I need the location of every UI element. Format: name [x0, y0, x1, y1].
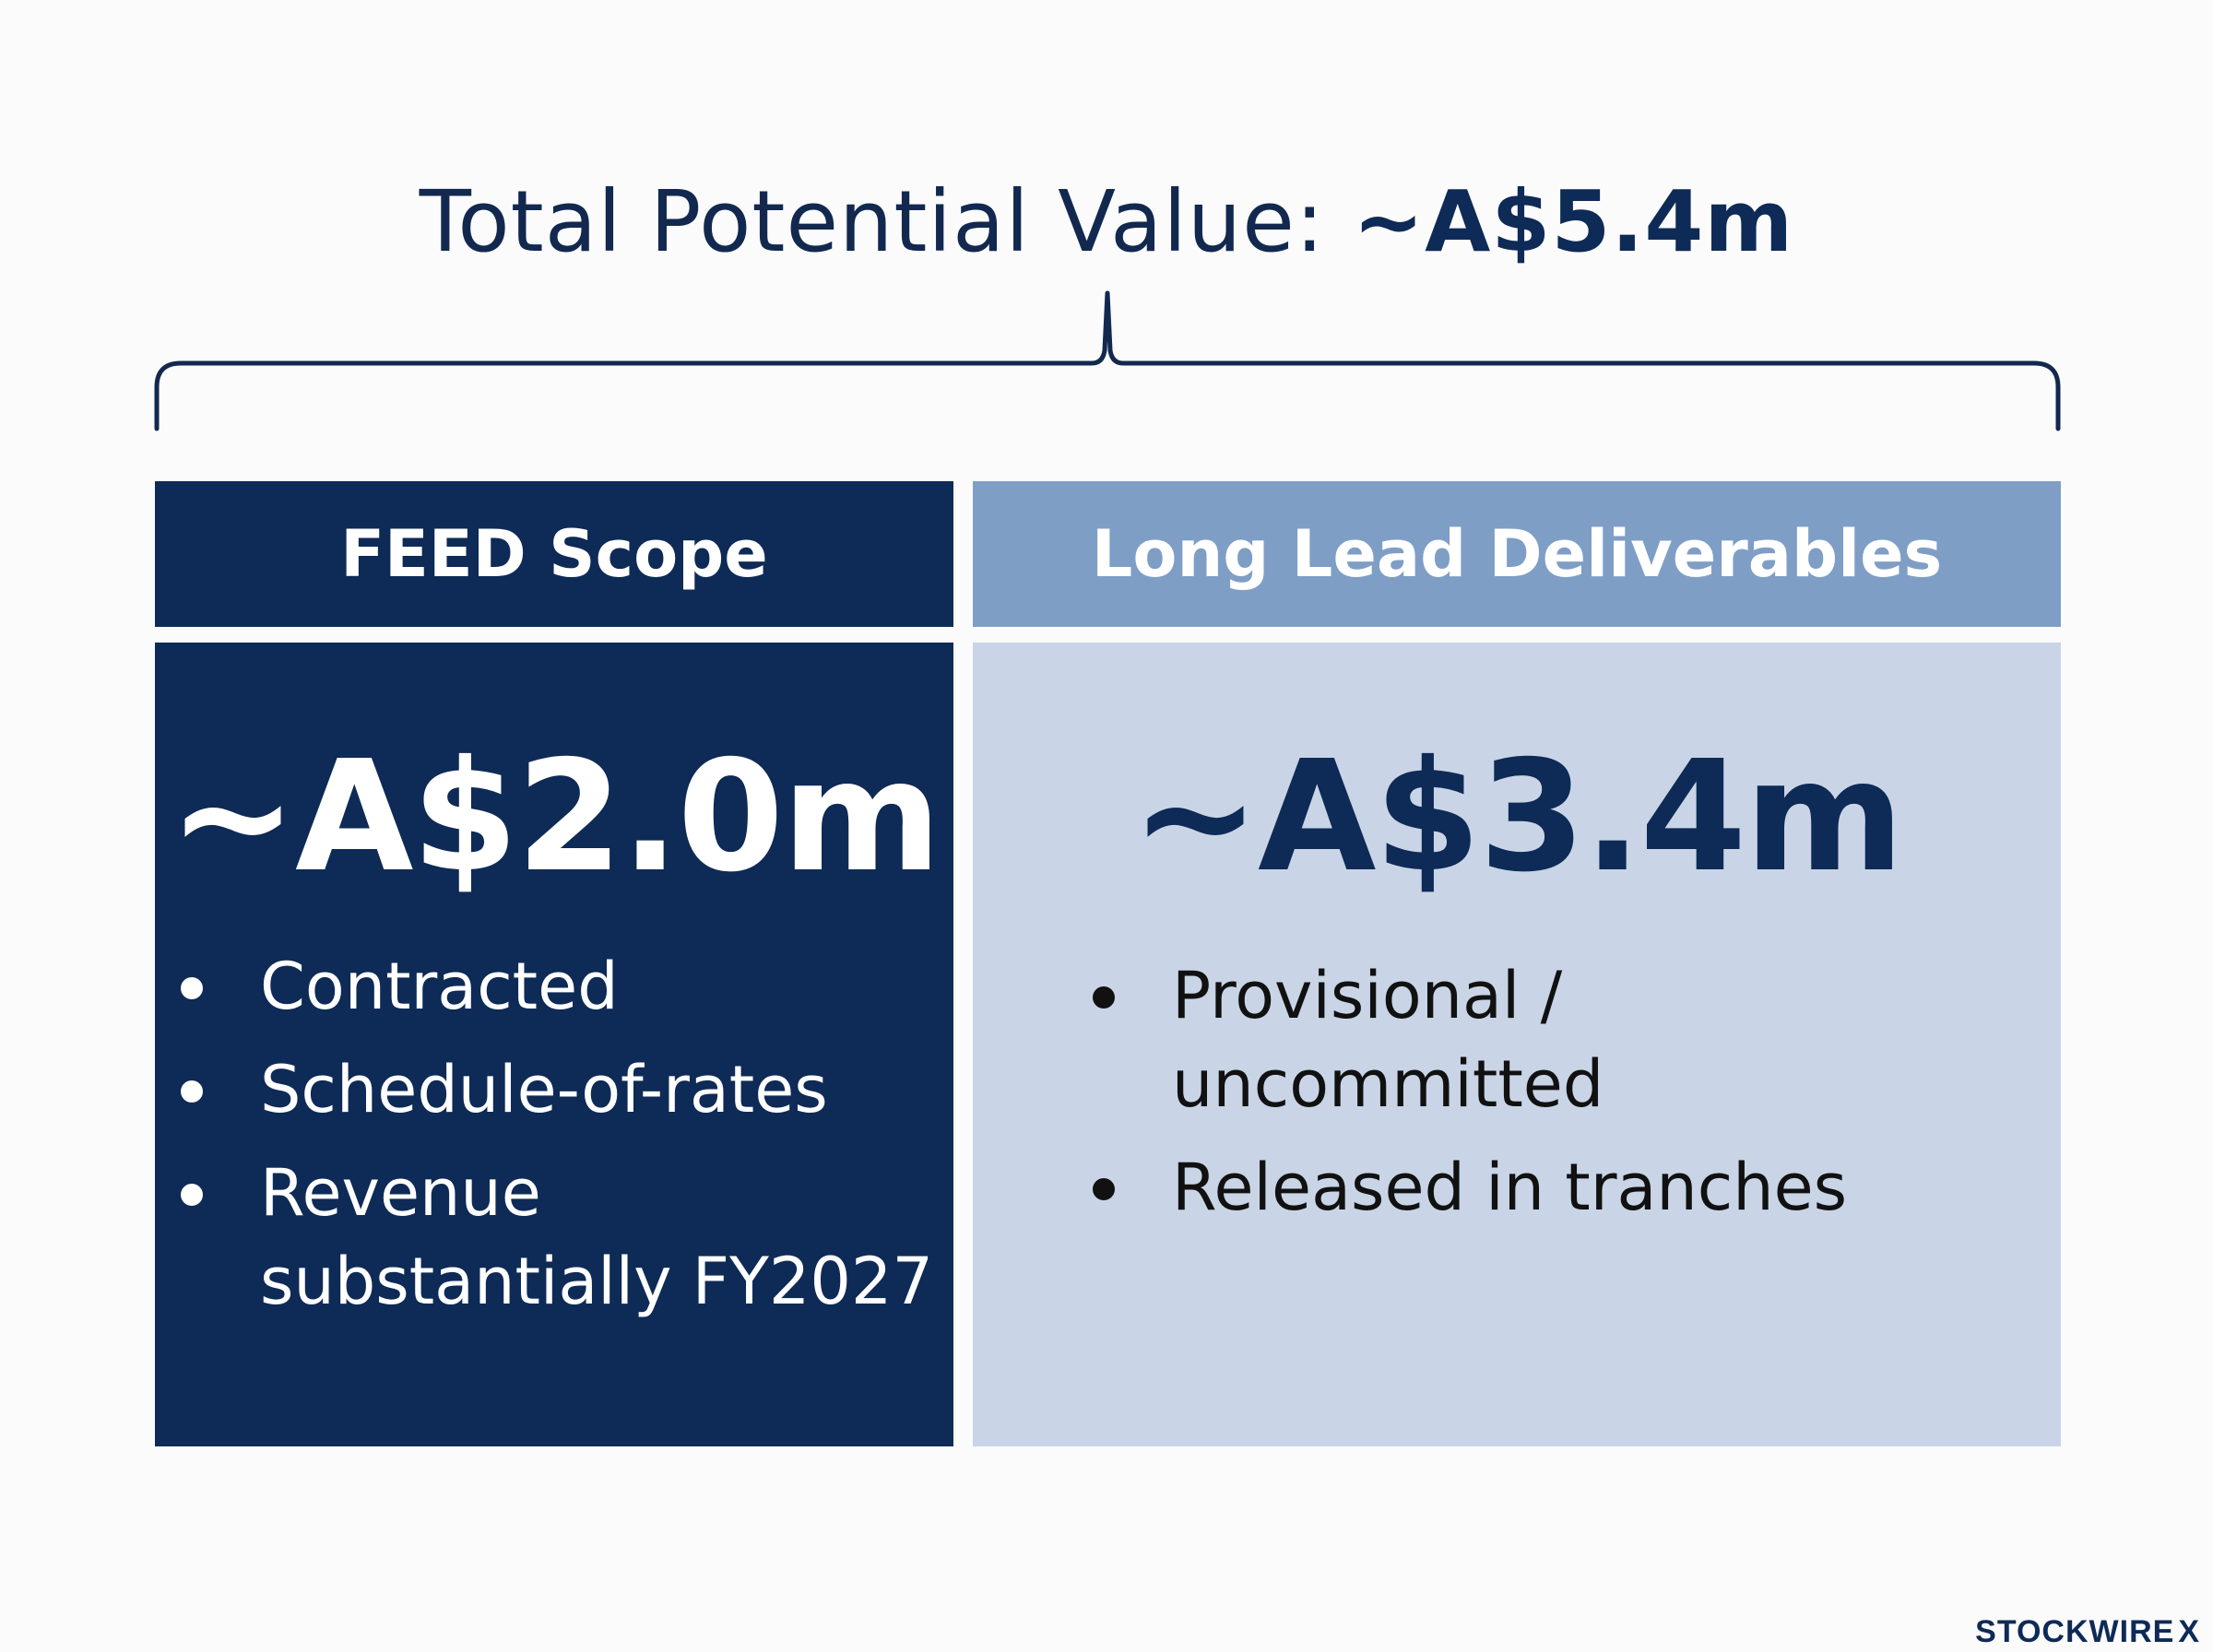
bullet-dot-icon: [181, 977, 203, 999]
total-label: Total Potential Value:: [419, 172, 1325, 271]
list-item: Released in tranches: [1093, 1143, 2002, 1232]
feed-scope-panel: ~A$2.0m Contracted Schedule-of-rates Rev…: [155, 643, 953, 1446]
bullet-text: Schedule-of-rates: [260, 1052, 828, 1127]
brand-name: STOCKWIRE: [1975, 1614, 2175, 1649]
bullet-dot-icon: [181, 1080, 203, 1103]
long-lead-header: Long Lead Deliverables: [973, 481, 2061, 627]
feed-scope-bullets: Contracted Schedule-of-rates Revenue sub…: [181, 942, 942, 1340]
total-value-title: Total Potential Value: ~A$5.4m: [0, 162, 2213, 282]
bullet-text: Revenue substantially FY2027: [260, 1155, 933, 1319]
brand-mark-icon: X: [2178, 1614, 2200, 1649]
list-item: Schedule-of-rates: [181, 1045, 942, 1134]
feed-scope-value: ~A$2.0m: [168, 728, 941, 906]
long-lead-bullets: Provisional / uncommitted Released in tr…: [1093, 951, 2002, 1246]
list-item: Revenue substantially FY2027: [181, 1149, 942, 1326]
feed-scope-header: FEED Scope: [155, 481, 953, 627]
list-item: Provisional / uncommitted: [1093, 951, 2002, 1128]
bullet-text: Provisional / uncommitted: [1172, 958, 1604, 1122]
bullet-dot-icon: [1093, 1178, 1115, 1200]
total-value: ~A$5.4m: [1353, 172, 1794, 271]
brand-logo: STOCKWIRE X: [1975, 1614, 2200, 1650]
bullet-dot-icon: [1093, 986, 1115, 1009]
bullet-dot-icon: [181, 1184, 203, 1206]
long-lead-value: ~A$3.4m: [1130, 728, 1904, 906]
list-item: Contracted: [181, 942, 942, 1031]
long-lead-panel: ~A$3.4m Provisional / uncommitted Releas…: [973, 643, 2061, 1446]
bullet-text: Released in tranches: [1172, 1150, 1848, 1225]
bullet-text: Contracted: [260, 949, 619, 1024]
